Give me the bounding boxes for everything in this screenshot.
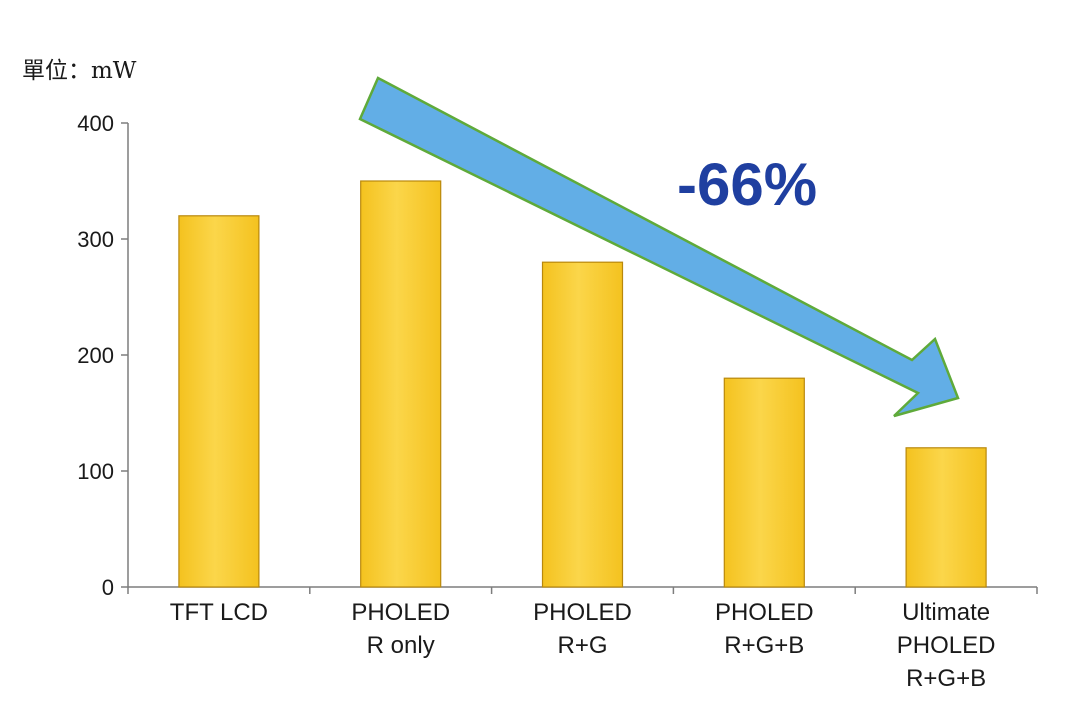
bar (178, 215, 260, 588)
category-label: Ultimate PHOLED R+G+B (897, 599, 996, 692)
bars (178, 180, 987, 588)
category-label: TFT LCD (170, 599, 268, 626)
reduction-percentage: -66% (677, 151, 817, 218)
y-tick-label: 300 (77, 227, 114, 252)
unit-label: 單位：mW (22, 58, 137, 84)
y-axis: 0 100 200 300 400 (77, 111, 129, 600)
y-tick-label: 400 (77, 111, 114, 136)
category-label: PHOLED R+G+B (715, 599, 814, 659)
bar (541, 261, 624, 588)
category-label: PHOLED R+G (533, 599, 632, 659)
category-label: PHOLED R only (351, 599, 450, 659)
y-tick-label: 200 (77, 343, 114, 368)
category-labels: TFT LCD PHOLED R only PHOLED R+G PHOLED R+G+B U… (170, 599, 996, 692)
reduction-annotation: -66% (358, 76, 960, 418)
trend-arrow-icon (358, 76, 960, 418)
bar (360, 180, 442, 588)
y-tick-label: 100 (77, 459, 114, 484)
bar (723, 377, 805, 588)
x-axis (127, 586, 1038, 594)
y-tick-label: 0 (102, 575, 114, 600)
bar (905, 447, 987, 588)
